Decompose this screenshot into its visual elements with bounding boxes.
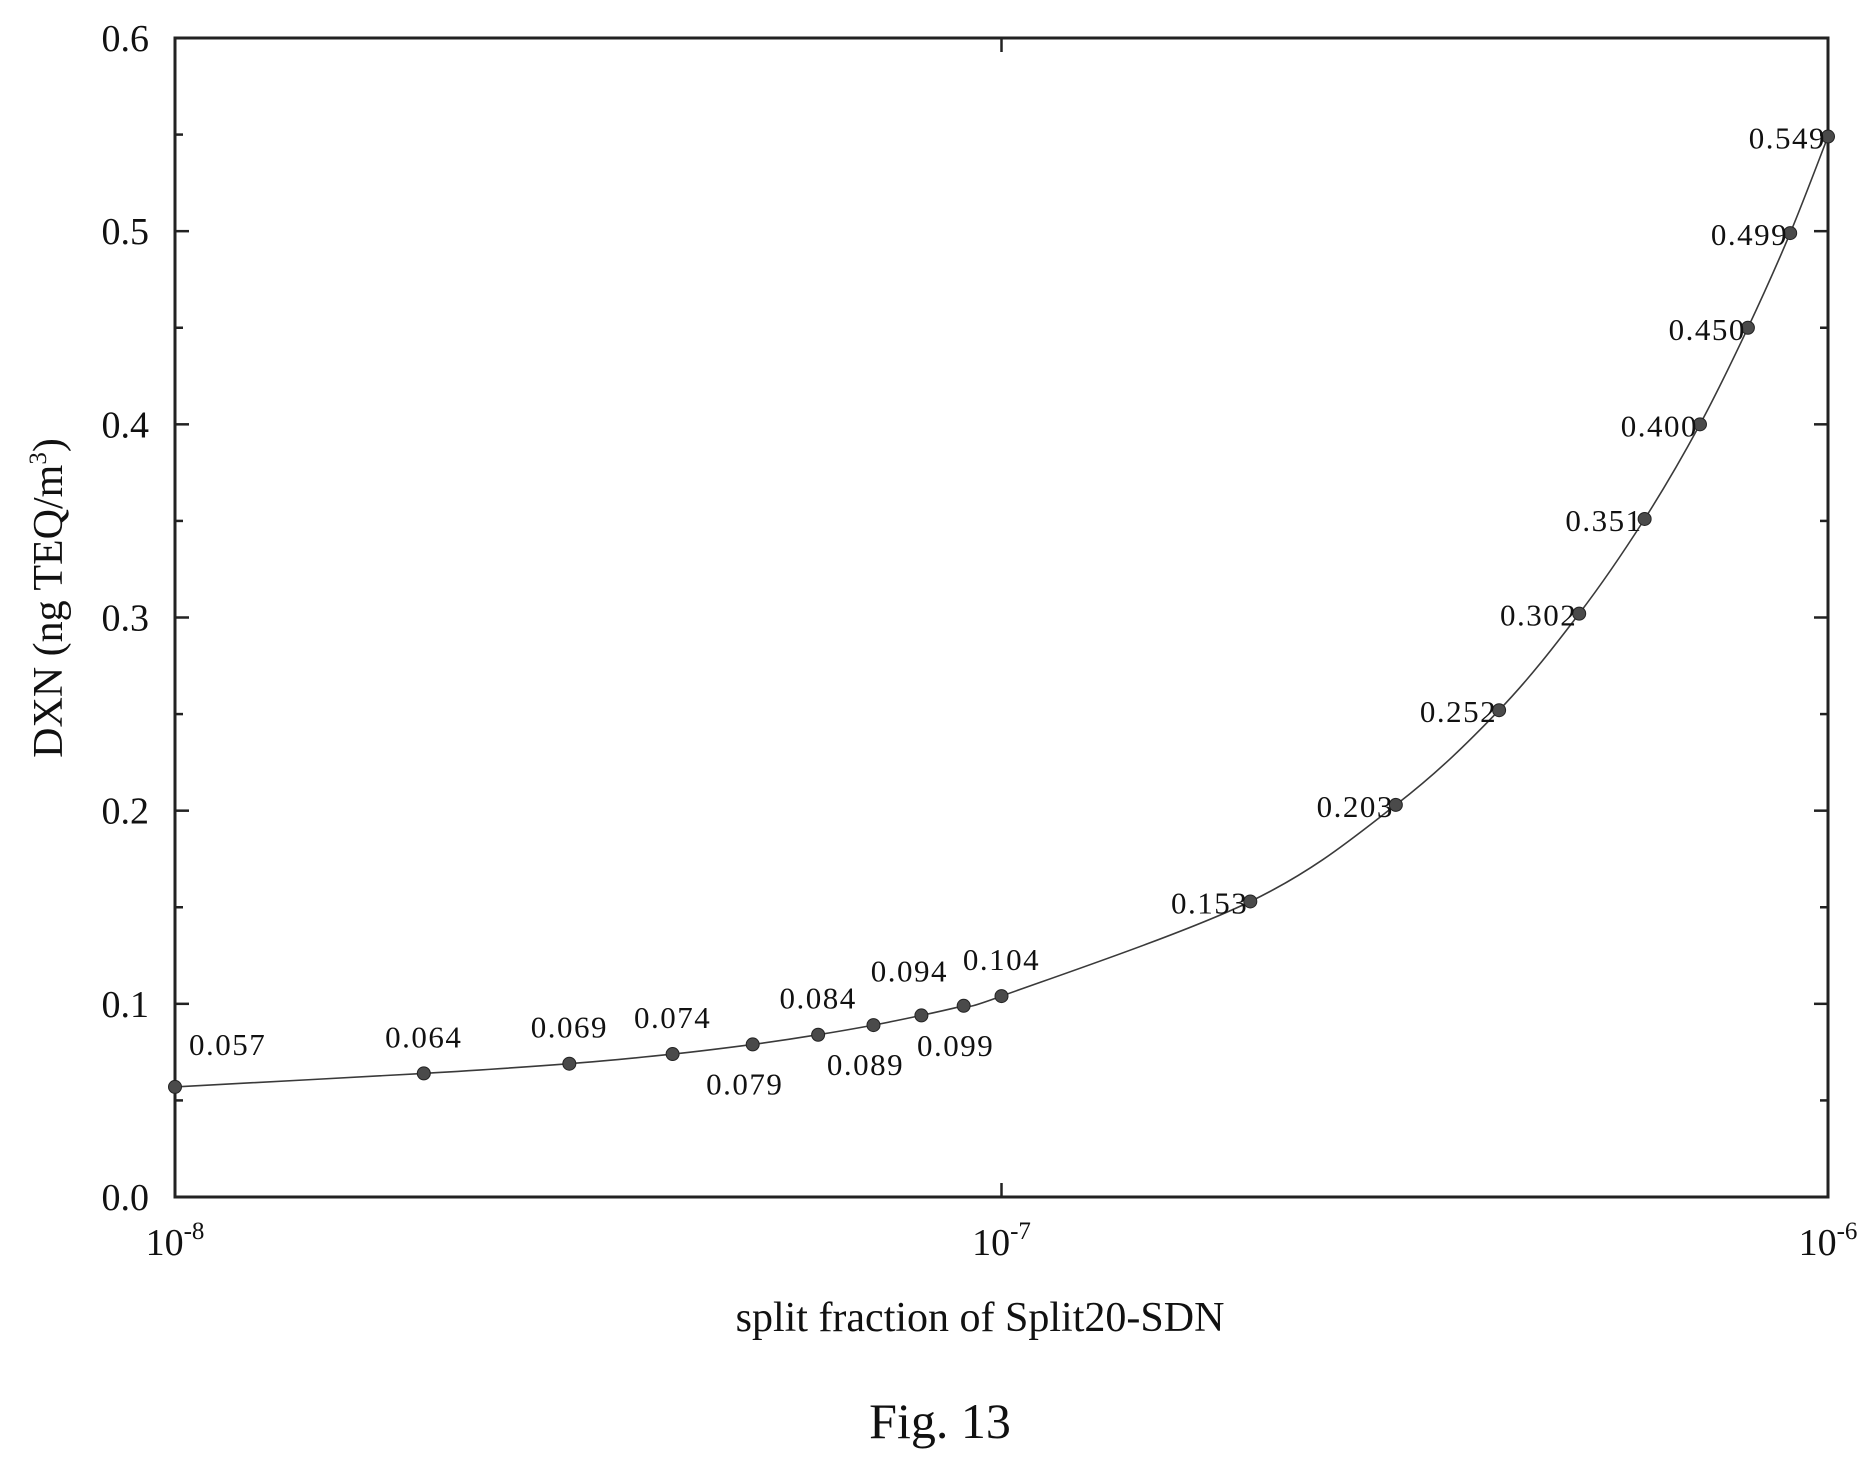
data-point: [811, 1027, 826, 1042]
y-axis-title: DXN (ng TEQ/m3): [25, 438, 72, 758]
data-point: [1492, 703, 1507, 718]
figure-caption: Fig. 13: [869, 1393, 1011, 1449]
data-point: [562, 1056, 577, 1071]
data-label: 0.153: [1171, 885, 1248, 920]
data-point: [1692, 417, 1707, 432]
axes: 0.0 0.1 0.2 0.3 0.4 0.5 0.6 10-8 10-7 10-6: [102, 18, 1858, 1264]
data-label: 0.084: [780, 981, 857, 1016]
data-point: [914, 1008, 929, 1023]
data-label: 0.450: [1669, 312, 1746, 347]
data-point: [1821, 129, 1835, 144]
data-label: 0.089: [827, 1047, 904, 1082]
data-point: [1740, 320, 1755, 335]
data-labels: 0.057 0.064 0.069 0.074 0.079 0.084 0.089 0.094…: [189, 121, 1826, 1102]
y-tick-label: 0.4: [102, 404, 150, 446]
data-point: [1243, 894, 1258, 909]
data-point: [168, 1079, 182, 1094]
data-label: 0.549: [1749, 121, 1826, 156]
data-label: 0.203: [1317, 789, 1394, 824]
data-label: 0.302: [1500, 598, 1577, 633]
data-label: 0.400: [1621, 408, 1698, 443]
data-point: [866, 1018, 881, 1033]
x-tick-label: 10-8: [146, 1218, 205, 1264]
data-label: 0.069: [531, 1010, 608, 1045]
data-point: [665, 1047, 680, 1062]
data-point: [1388, 797, 1403, 812]
data-point: [416, 1066, 431, 1081]
data-label: 0.094: [871, 953, 948, 988]
data-label: 0.057: [189, 1027, 266, 1062]
data-point: [1783, 226, 1798, 241]
data-point: [956, 998, 971, 1013]
data-point: [994, 989, 1009, 1004]
y-tick-label: 0.0: [102, 1177, 150, 1219]
y-tick-label: 0.6: [102, 18, 150, 60]
y-tick-label: 0.2: [102, 791, 150, 833]
x-axis-title: split fraction of Split20-SDN: [736, 1295, 1225, 1341]
data-label: 0.351: [1565, 503, 1642, 538]
data-point: [745, 1037, 760, 1052]
data-label: 0.099: [917, 1028, 994, 1063]
data-label: 0.074: [634, 1000, 711, 1035]
data-point: [1572, 606, 1587, 621]
data-label: 0.104: [963, 942, 1040, 977]
y-tick-label: 0.5: [102, 211, 150, 253]
y-tick-label: 0.3: [102, 598, 150, 640]
x-tick-label: 10-6: [1799, 1218, 1858, 1264]
data-label: 0.499: [1711, 217, 1788, 252]
data-point: [1637, 511, 1652, 526]
x-tick-label: 10-7: [972, 1218, 1031, 1264]
data-label: 0.079: [706, 1066, 783, 1101]
y-tick-label: 0.1: [102, 984, 150, 1026]
data-label: 0.252: [1420, 694, 1497, 729]
data-points: [168, 129, 1835, 1094]
data-label: 0.064: [385, 1019, 462, 1054]
